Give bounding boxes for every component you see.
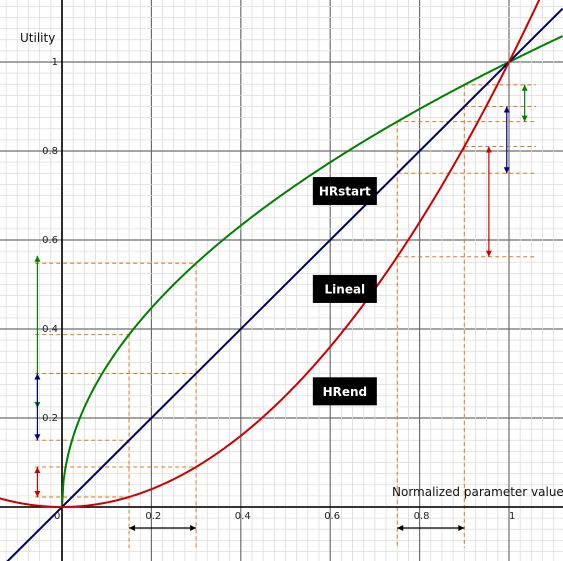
y-tick-label: 0.8 <box>42 146 58 157</box>
arrow-head <box>458 525 465 531</box>
arrow-head <box>485 146 492 153</box>
curve-tag-lineal: Lineal <box>312 274 377 303</box>
curve-labels: HRstart Lineal HRend <box>312 177 377 406</box>
arrow-head <box>34 255 41 262</box>
y-tick-label: 0.2 <box>42 413 58 424</box>
curve-tag-box <box>312 274 377 303</box>
curve-tag-hrend: HRend <box>312 377 377 406</box>
arrow-head <box>521 115 528 122</box>
series-line-hrend <box>0 0 541 509</box>
y-tick-label: 0.4 <box>42 324 58 335</box>
curve-tag-label: HRstart <box>319 185 371 199</box>
y-diff-arrow <box>503 106 510 174</box>
curve-tag-box <box>312 377 377 406</box>
y-diff-arrow <box>34 373 41 441</box>
arrow-head <box>34 466 41 473</box>
y-diff-arrow <box>485 146 492 257</box>
series-line-lineal <box>6 7 563 561</box>
y-tick-label: 0.6 <box>42 235 58 246</box>
x-tick-label: 0.4 <box>235 511 251 522</box>
x-tick-label: 1 <box>509 511 515 522</box>
y-axis-label: Utility <box>20 31 55 45</box>
x-diff-arrow <box>129 525 197 531</box>
arrow-head <box>34 490 41 497</box>
x-tick-label: 0.2 <box>145 511 161 522</box>
y-diff-arrow <box>34 466 41 497</box>
x-axis-label: Normalized parameter value <box>392 485 563 499</box>
difference-arrows <box>34 84 528 531</box>
y-diff-arrow <box>521 84 528 122</box>
arrow-head <box>34 373 41 380</box>
series-line-hrstart <box>61 35 563 508</box>
tick-labels: 0 0.2 0.4 0.6 0.8 1 0.2 0.4 0.6 0.8 1 <box>42 57 515 522</box>
y-tick-label: 1 <box>52 57 58 68</box>
arrow-head <box>190 525 197 531</box>
x-diff-arrow <box>397 525 465 531</box>
x-tick-label: 0 <box>54 511 60 522</box>
arrow-head <box>129 525 136 531</box>
arrow-head <box>485 250 492 257</box>
arrow-head <box>503 106 510 113</box>
curve-tag-hrstart: HRstart <box>312 177 377 206</box>
arrow-head <box>503 167 510 174</box>
curve-tag-label: HRend <box>323 385 368 399</box>
arrow-head <box>34 434 41 441</box>
curve-tag-label: Lineal <box>325 282 366 296</box>
x-tick-label: 0.8 <box>414 511 430 522</box>
x-tick-label: 0.6 <box>324 511 340 522</box>
arrow-head <box>397 525 404 531</box>
arrow-head <box>521 84 528 91</box>
curve-tag-box <box>312 177 377 206</box>
